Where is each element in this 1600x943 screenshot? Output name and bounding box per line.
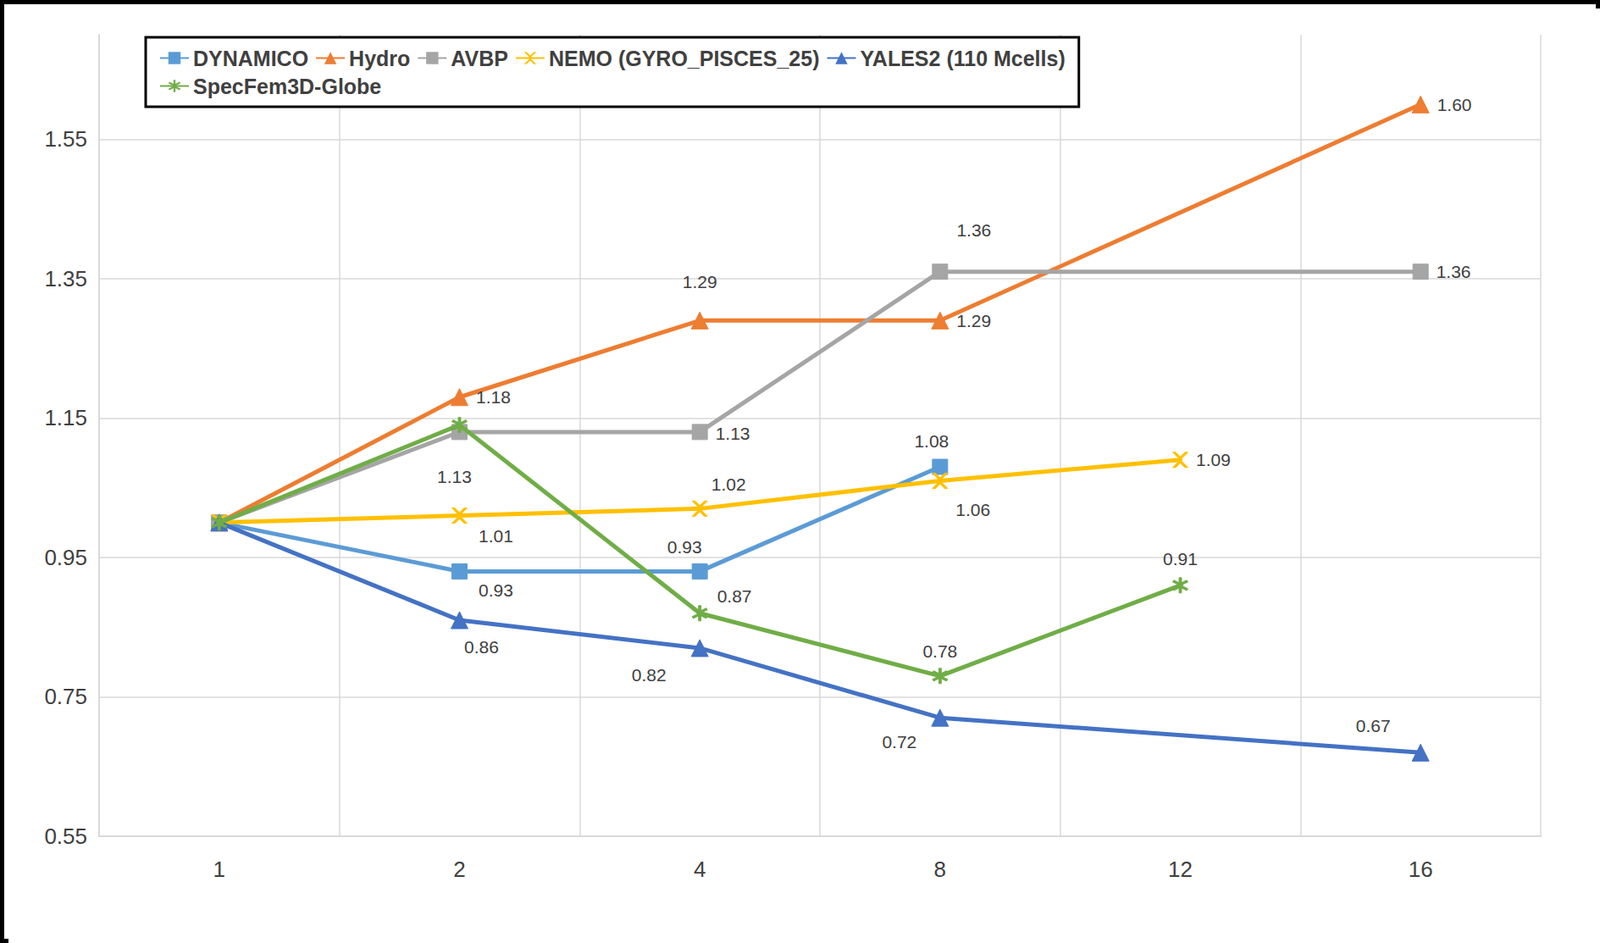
svg-text:1.08: 1.08 <box>913 431 949 451</box>
svg-text:SpecFem3D-Globe: SpecFem3D-Globe <box>193 74 382 99</box>
svg-text:2: 2 <box>453 856 466 882</box>
svg-text:1.06: 1.06 <box>955 499 991 520</box>
svg-text:16: 16 <box>1408 856 1434 882</box>
svg-text:0.93: 0.93 <box>667 537 703 557</box>
svg-text:1.01: 1.01 <box>478 525 514 546</box>
svg-text:0.72: 0.72 <box>881 731 917 752</box>
svg-text:1.18: 1.18 <box>476 387 511 407</box>
svg-text:AVBP: AVBP <box>450 46 509 71</box>
svg-text:1.35: 1.35 <box>44 265 88 292</box>
svg-text:0.78: 0.78 <box>922 641 958 661</box>
svg-text:0.87: 0.87 <box>717 586 753 606</box>
svg-text:YALES2 (110 Mcells): YALES2 (110 Mcells) <box>859 46 1065 71</box>
svg-text:DYNAMICO: DYNAMICO <box>193 46 309 71</box>
svg-text:0.91: 0.91 <box>1162 548 1198 569</box>
svg-text:0.93: 0.93 <box>478 580 514 600</box>
svg-text:1.55: 1.55 <box>44 126 88 152</box>
svg-text:0.67: 0.67 <box>1356 715 1391 736</box>
svg-text:0.75: 0.75 <box>44 683 88 709</box>
svg-text:12: 12 <box>1168 856 1193 882</box>
svg-text:0.82: 0.82 <box>631 664 667 685</box>
svg-text:1.36: 1.36 <box>956 220 992 240</box>
svg-text:1.13: 1.13 <box>437 466 472 487</box>
svg-text:1: 1 <box>213 856 226 882</box>
svg-text:8: 8 <box>934 856 947 882</box>
svg-text:4: 4 <box>693 856 706 882</box>
svg-text:0.95: 0.95 <box>44 544 88 571</box>
svg-text:1.13: 1.13 <box>715 423 751 443</box>
svg-text:1.36: 1.36 <box>1436 261 1472 282</box>
svg-text:0.86: 0.86 <box>464 636 499 657</box>
svg-text:0.55: 0.55 <box>44 823 88 849</box>
svg-text:1.15: 1.15 <box>44 404 88 431</box>
svg-text:Hydro: Hydro <box>348 46 410 71</box>
svg-text:1.29: 1.29 <box>682 271 718 292</box>
svg-text:1.09: 1.09 <box>1195 449 1231 470</box>
svg-text:1.02: 1.02 <box>711 474 747 494</box>
svg-text:NEMO (GYRO_PISCES_25): NEMO (GYRO_PISCES_25) <box>548 46 820 71</box>
svg-text:1.60: 1.60 <box>1437 94 1473 115</box>
svg-text:1.29: 1.29 <box>956 310 992 331</box>
